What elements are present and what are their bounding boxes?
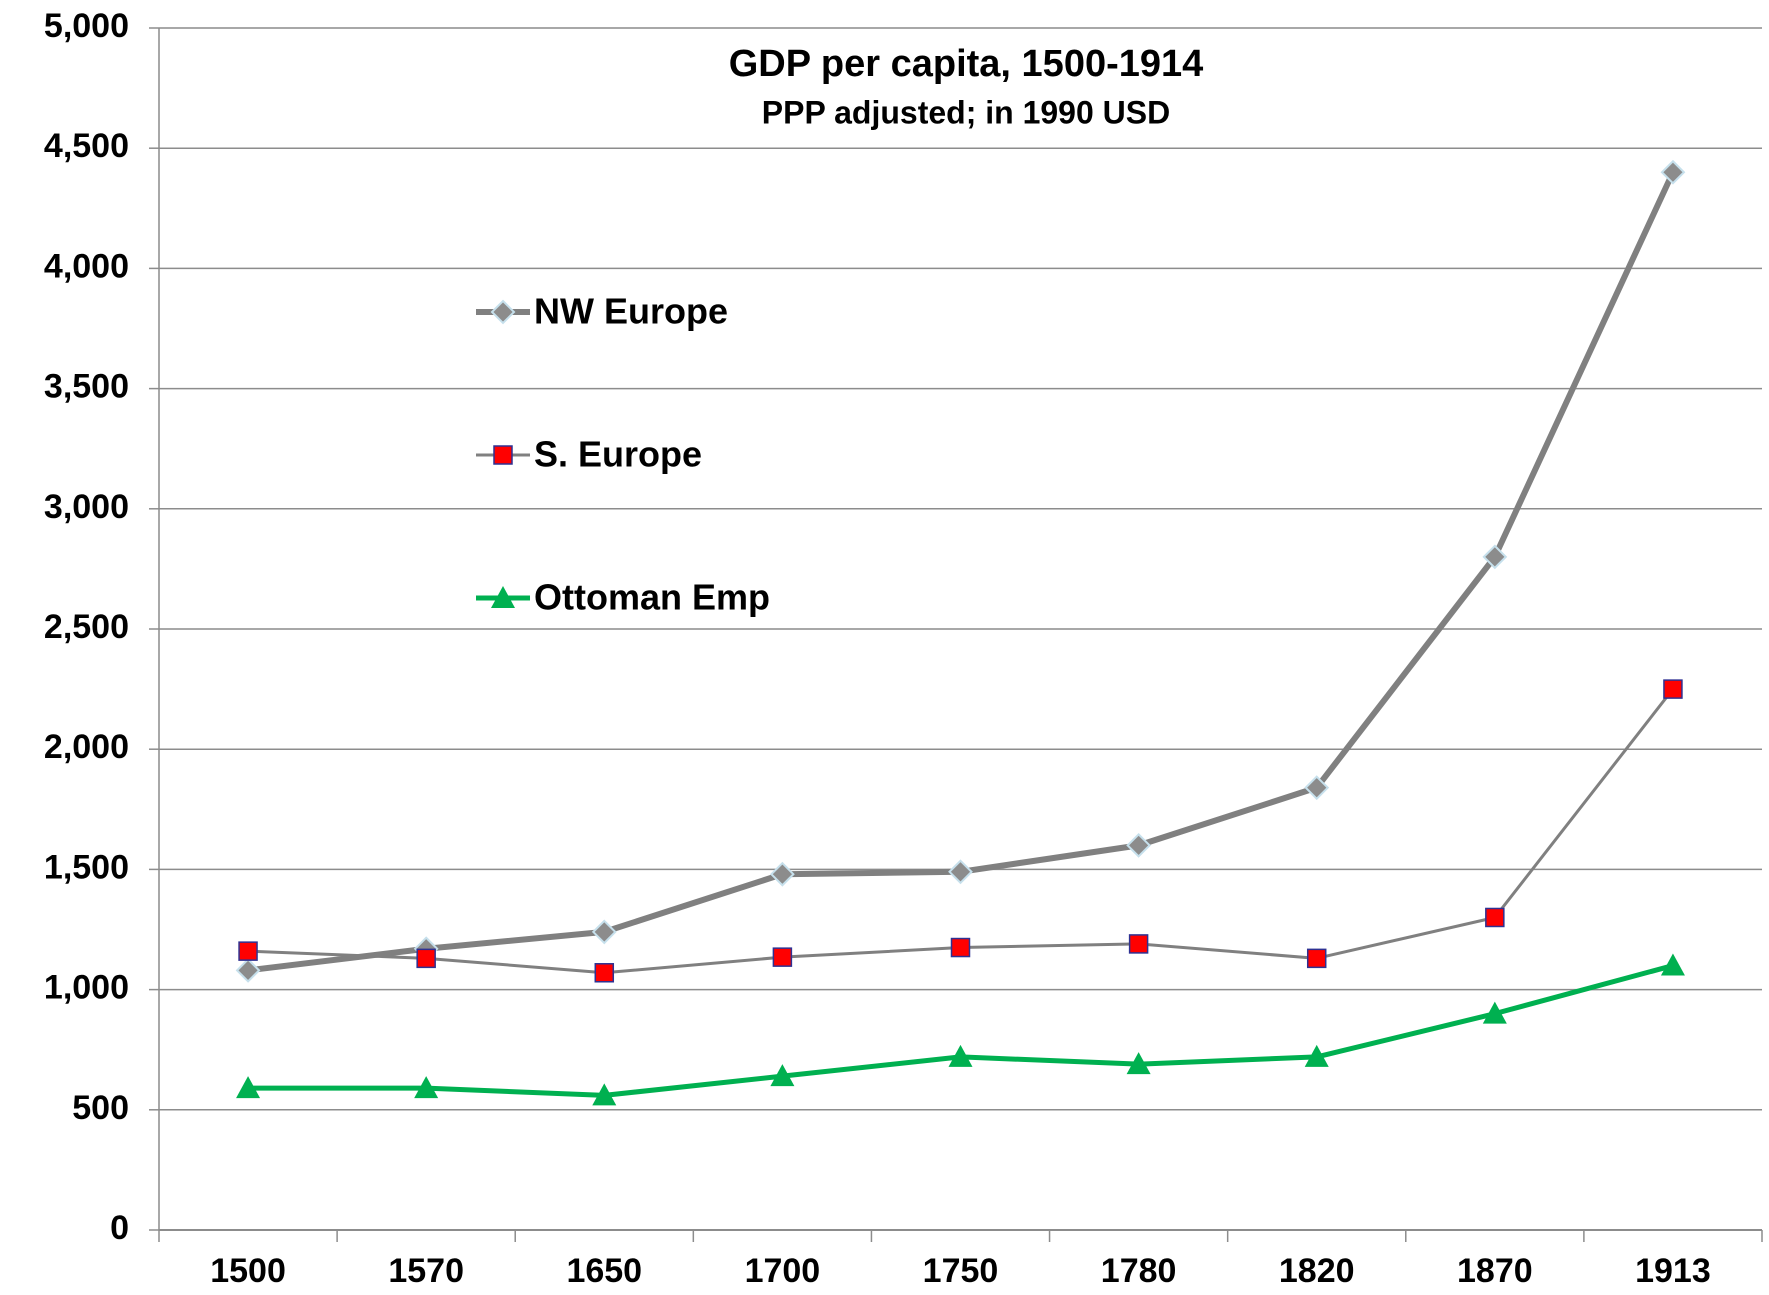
x-tick-label: 1500 bbox=[210, 1252, 286, 1290]
point bbox=[236, 1076, 261, 1099]
point bbox=[1128, 934, 1149, 954]
point bbox=[1660, 953, 1685, 976]
chart-subtitle: PPP adjusted; in 1990 USD bbox=[762, 94, 1170, 130]
y-tick-label: 2,500 bbox=[44, 608, 129, 646]
y-tick-label: 3,500 bbox=[44, 368, 129, 406]
y-tick-label: 1,500 bbox=[44, 848, 129, 886]
x-tick-label: 1870 bbox=[1457, 1252, 1533, 1290]
y-tick-label: 1,000 bbox=[44, 969, 129, 1007]
chart-title: GDP per capita, 1500-1914 bbox=[729, 43, 1204, 85]
point bbox=[414, 1076, 439, 1099]
point bbox=[1304, 1044, 1329, 1067]
legend-marker bbox=[491, 586, 515, 608]
y-tick-label: 2,000 bbox=[44, 728, 129, 766]
y-tick-label: 3,000 bbox=[44, 488, 129, 526]
legend-label: Ottoman Emp bbox=[534, 577, 770, 618]
series-line bbox=[247, 688, 1675, 975]
point bbox=[950, 937, 971, 958]
y-tick-label: 0 bbox=[110, 1209, 129, 1247]
point bbox=[592, 1083, 617, 1106]
x-tick-label: 1650 bbox=[566, 1252, 642, 1290]
legend-label: NW Europe bbox=[534, 291, 728, 332]
point bbox=[1663, 679, 1683, 699]
series-line bbox=[248, 963, 1674, 1098]
y-tick-label: 4,500 bbox=[44, 127, 129, 165]
point bbox=[948, 859, 973, 885]
x-tick-label: 1750 bbox=[923, 1252, 999, 1290]
point bbox=[594, 963, 615, 983]
point bbox=[772, 947, 793, 967]
legend-marker bbox=[490, 299, 516, 325]
x-tick-label: 1913 bbox=[1635, 1252, 1711, 1290]
y-tick-label: 500 bbox=[72, 1089, 129, 1127]
point bbox=[416, 948, 436, 969]
point bbox=[1660, 159, 1686, 185]
legend-marker bbox=[493, 445, 513, 465]
point bbox=[235, 957, 261, 983]
point bbox=[1306, 948, 1327, 969]
y-tick-label: 4,000 bbox=[44, 247, 129, 285]
legend-label: S. Europe bbox=[534, 434, 702, 475]
point bbox=[770, 1064, 795, 1087]
point bbox=[1304, 775, 1330, 801]
point bbox=[591, 919, 617, 945]
point bbox=[948, 1044, 973, 1067]
x-tick-label: 1700 bbox=[745, 1252, 821, 1290]
point bbox=[1482, 1001, 1507, 1024]
y-tick-label: 5,000 bbox=[44, 7, 129, 45]
x-tick-label: 1780 bbox=[1101, 1252, 1177, 1290]
point bbox=[1482, 544, 1508, 570]
point bbox=[1485, 907, 1505, 928]
x-tick-label: 1570 bbox=[388, 1252, 464, 1290]
point bbox=[238, 941, 258, 961]
point bbox=[1126, 832, 1152, 858]
point bbox=[1126, 1052, 1151, 1075]
point bbox=[769, 861, 795, 887]
series-line bbox=[247, 170, 1676, 974]
x-tick-label: 1820 bbox=[1279, 1252, 1355, 1290]
